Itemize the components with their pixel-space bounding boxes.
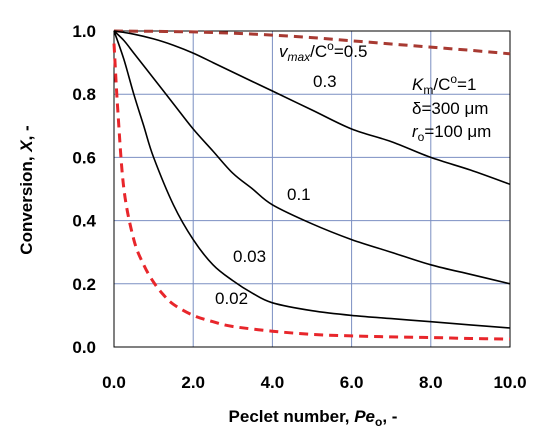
annotation-delta: δ=300 μm: [412, 99, 488, 118]
series-line-0.3: [113, 30, 511, 186]
y-tick-label: 0.6: [72, 148, 96, 167]
y-tick-label: 0.8: [72, 85, 96, 104]
y-axis-title: Conversion, X, -: [17, 125, 36, 254]
tick-labels: 0.0 2.0 4.0 6.0 8.0 10.0 0.0 0.2 0.4 0.6 0.8 1.0: [72, 22, 526, 392]
x-tick-label: 2.0: [181, 373, 205, 392]
series-line-0.02: [112, 43, 511, 341]
annotation-km: Km/Co=1: [412, 72, 476, 97]
x-tick-label: 4.0: [261, 373, 285, 392]
series-lines: [112, 29, 511, 341]
plot-frame: [113, 30, 511, 348]
y-tick-label: 0.0: [72, 338, 96, 357]
x-tick-label: 6.0: [340, 373, 364, 392]
x-tick-label: 8.0: [419, 373, 443, 392]
grid-lines: [114, 31, 510, 347]
y-tick-label: 0.2: [72, 275, 96, 294]
x-tick-label: 10.0: [493, 373, 526, 392]
annotation-vmax: vmax/Co=0.5: [279, 39, 367, 64]
annotation-label-0.3: 0.3: [313, 72, 337, 91]
annotation-label-0.02: 0.02: [215, 289, 248, 308]
annotation-ro: ro=100 μm: [412, 122, 491, 144]
annotation-label-0.03: 0.03: [233, 247, 266, 266]
y-tick-label: 0.4: [72, 212, 96, 231]
series-line-0.03: [113, 30, 511, 329]
y-tick-label: 1.0: [72, 22, 96, 41]
x-tick-label: 0.0: [102, 373, 126, 392]
x-axis-title: Peclet number, Peo, -: [229, 407, 398, 429]
series-line-0.1: [113, 30, 511, 285]
series-line-0.5: [113, 29, 511, 56]
plot-area-border: [113, 30, 511, 348]
annotation-label-0.1: 0.1: [287, 185, 311, 204]
